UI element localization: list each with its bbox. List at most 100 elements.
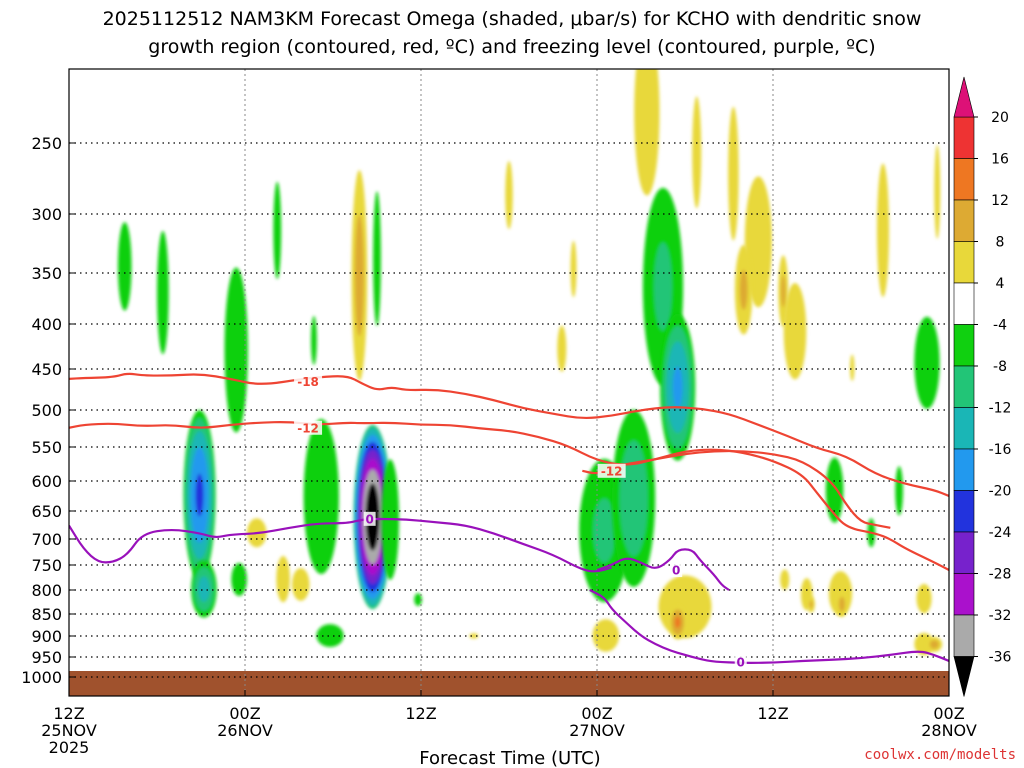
omega-band	[692, 96, 702, 209]
x-tick-label: 12Z	[53, 704, 84, 723]
omega-feature	[660, 313, 696, 461]
omega-feature	[934, 144, 941, 239]
omega-band	[849, 354, 855, 382]
omega-band	[198, 576, 210, 602]
colorbar-swatch	[953, 365, 975, 408]
omega-band	[273, 181, 282, 280]
y-tick-label: 700	[31, 530, 62, 549]
colorbar-swatch	[953, 573, 975, 616]
omega-band	[783, 283, 807, 380]
omega-band	[593, 498, 616, 563]
omega-feature	[351, 170, 368, 381]
terrain-layer	[69, 671, 949, 696]
colorbar-swatch	[953, 490, 975, 533]
y-tick-label: 900	[31, 627, 62, 646]
omega-band	[316, 624, 344, 648]
y-tick-label: 300	[31, 205, 62, 224]
omega-feature	[692, 96, 702, 209]
contour-line	[589, 589, 949, 664]
omega-feature	[734, 245, 753, 335]
x-tick-label: 28NOV	[921, 721, 977, 740]
omega-band	[117, 222, 132, 311]
x-tick-label: 00Z	[229, 704, 260, 723]
omega-feature	[557, 325, 567, 372]
contour-label: 0	[737, 656, 745, 670]
omega-band	[672, 366, 683, 408]
y-tick-label: 600	[31, 472, 62, 491]
contour-label: 0	[365, 512, 373, 526]
x-axis-title: Forecast Time (UTC)	[419, 748, 600, 768]
contour-line	[69, 517, 612, 573]
colorbar-label: -20	[989, 484, 1012, 500]
contour-layer: -18 -12 -12 0 0 0	[69, 372, 949, 670]
x-tick-label: 25NOV	[41, 721, 97, 740]
omega-feature	[570, 240, 577, 298]
omega-band	[634, 69, 660, 196]
omega-feature	[273, 181, 282, 280]
omega-band	[570, 240, 577, 298]
contour-label: -18	[297, 375, 319, 389]
contour-label-bg	[734, 655, 747, 670]
colorbar-label: 12	[991, 193, 1009, 209]
y-tick-label: 750	[31, 556, 62, 575]
colorbar-label: 8	[996, 235, 1005, 251]
x-tick-label: 12Z	[405, 704, 436, 723]
colorbar-swatch	[953, 324, 975, 367]
x-tick-label: 00Z	[933, 704, 964, 723]
omega-feature	[825, 457, 844, 523]
y-tick-label: 1000	[21, 668, 62, 687]
omega-feature	[157, 230, 169, 355]
y-tick-label: 850	[31, 605, 62, 624]
contour-line	[69, 421, 949, 571]
omega-band	[809, 600, 813, 609]
omega-band	[311, 315, 317, 365]
omega-feature	[224, 267, 248, 433]
chart-title-line1: 2025112512 NAM3KM Forecast Omega (shaded…	[103, 8, 922, 30]
colorbar-swatch	[953, 407, 975, 450]
omega-feature	[634, 69, 660, 196]
colorbar-label: -28	[989, 567, 1012, 583]
colorbar-label: -4	[993, 318, 1007, 334]
contour-label-bg	[294, 420, 323, 435]
omega-feature	[414, 593, 422, 606]
y-tick-label: 800	[31, 581, 62, 600]
omega-feature	[231, 562, 247, 597]
omega-band	[916, 583, 932, 614]
omega-feature	[183, 410, 216, 580]
colorbar-swatch	[953, 116, 975, 159]
omega-feature	[303, 419, 339, 575]
x-tick-label: 2025	[49, 738, 90, 757]
omega-band	[157, 230, 169, 355]
omega-feature	[914, 316, 940, 409]
credit-text: coolwx.com/modelts	[864, 747, 1016, 763]
omega-band	[674, 616, 681, 629]
colorbar-under-arrow	[953, 656, 975, 697]
omega-band	[303, 419, 339, 575]
omega-feature	[191, 560, 217, 618]
omega-feature	[849, 354, 855, 382]
contour-label-bg	[294, 374, 323, 389]
contour-line	[69, 372, 949, 498]
y-tick-label: 650	[31, 502, 62, 521]
y-axis: 250 300 350 400 450 500 550 600 650 700 750 800 850 9…	[21, 134, 75, 687]
colorbar: 20 16 12 8 4 -4 -8 -12 -16 -20 -24 -28 -32 -36	[953, 76, 1012, 697]
x-tick-label: 00Z	[581, 704, 612, 723]
omega-band	[231, 562, 247, 597]
colorbar-label: 16	[991, 152, 1009, 168]
colorbar-label: -36	[989, 650, 1012, 666]
omega-feature	[778, 255, 789, 328]
omega-band	[505, 160, 513, 230]
omega-band	[929, 640, 939, 649]
omega-band	[838, 596, 845, 612]
omega-band	[414, 593, 422, 606]
omega-feature	[669, 605, 687, 640]
omega-feature	[373, 191, 381, 326]
colorbar-label: -12	[989, 401, 1012, 417]
y-tick-label: 350	[31, 264, 62, 283]
omega-feature	[469, 633, 479, 639]
omega-band	[914, 316, 940, 409]
colorbar-label: 20	[991, 110, 1009, 126]
colorbar-swatch	[953, 241, 975, 284]
contour-label-bg	[597, 463, 626, 478]
